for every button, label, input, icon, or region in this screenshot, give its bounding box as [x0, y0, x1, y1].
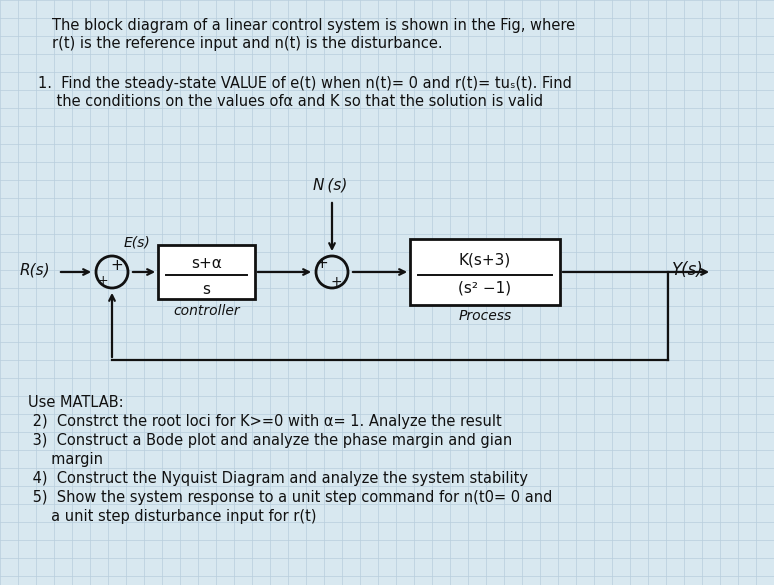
- Text: 3)  Construct a Bode plot and analyze the phase margin and gian: 3) Construct a Bode plot and analyze the…: [28, 433, 512, 448]
- Text: r(t) is the reference input and n(t) is the disturbance.: r(t) is the reference input and n(t) is …: [52, 36, 443, 51]
- Text: the conditions on the values ofα and K so that the solution is valid: the conditions on the values ofα and K s…: [38, 94, 543, 109]
- Text: +: +: [111, 257, 123, 273]
- Text: +: +: [98, 274, 108, 287]
- Text: Process: Process: [458, 309, 512, 323]
- Text: The block diagram of a linear control system is shown in the Fig, where: The block diagram of a linear control sy…: [52, 18, 575, 33]
- Text: s+α: s+α: [191, 256, 222, 270]
- Text: controller: controller: [173, 304, 240, 318]
- Text: +: +: [330, 275, 342, 289]
- Text: E(s): E(s): [124, 236, 151, 250]
- Text: 1.  Find the steady-state VALUE of e(t) when n(t)= 0 and r(t)= tuₛ(t). Find: 1. Find the steady-state VALUE of e(t) w…: [38, 76, 572, 91]
- Text: a unit step disturbance input for r(t): a unit step disturbance input for r(t): [28, 509, 317, 524]
- Text: Y(s): Y(s): [672, 261, 704, 279]
- Text: 5)  Show the system response to a unit step command for n(t0= 0 and: 5) Show the system response to a unit st…: [28, 490, 553, 505]
- Text: (s² −1): (s² −1): [458, 280, 512, 295]
- Bar: [410, 239, 560, 305]
- Text: 4)  Construct the Nyquist Diagram and analyze the system stability: 4) Construct the Nyquist Diagram and ana…: [28, 471, 528, 486]
- Text: s: s: [203, 281, 211, 297]
- Text: R(s): R(s): [20, 263, 50, 277]
- Text: +: +: [316, 256, 328, 270]
- Text: margin: margin: [28, 452, 103, 467]
- Text: N (s): N (s): [313, 177, 348, 192]
- Text: Use MATLAB:: Use MATLAB:: [28, 395, 124, 410]
- Text: K(s+3): K(s+3): [459, 253, 511, 267]
- Bar: [158, 245, 255, 299]
- Text: 2)  Constrct the root loci for K>=0 with α= 1. Analyze the result: 2) Constrct the root loci for K>=0 with …: [28, 414, 502, 429]
